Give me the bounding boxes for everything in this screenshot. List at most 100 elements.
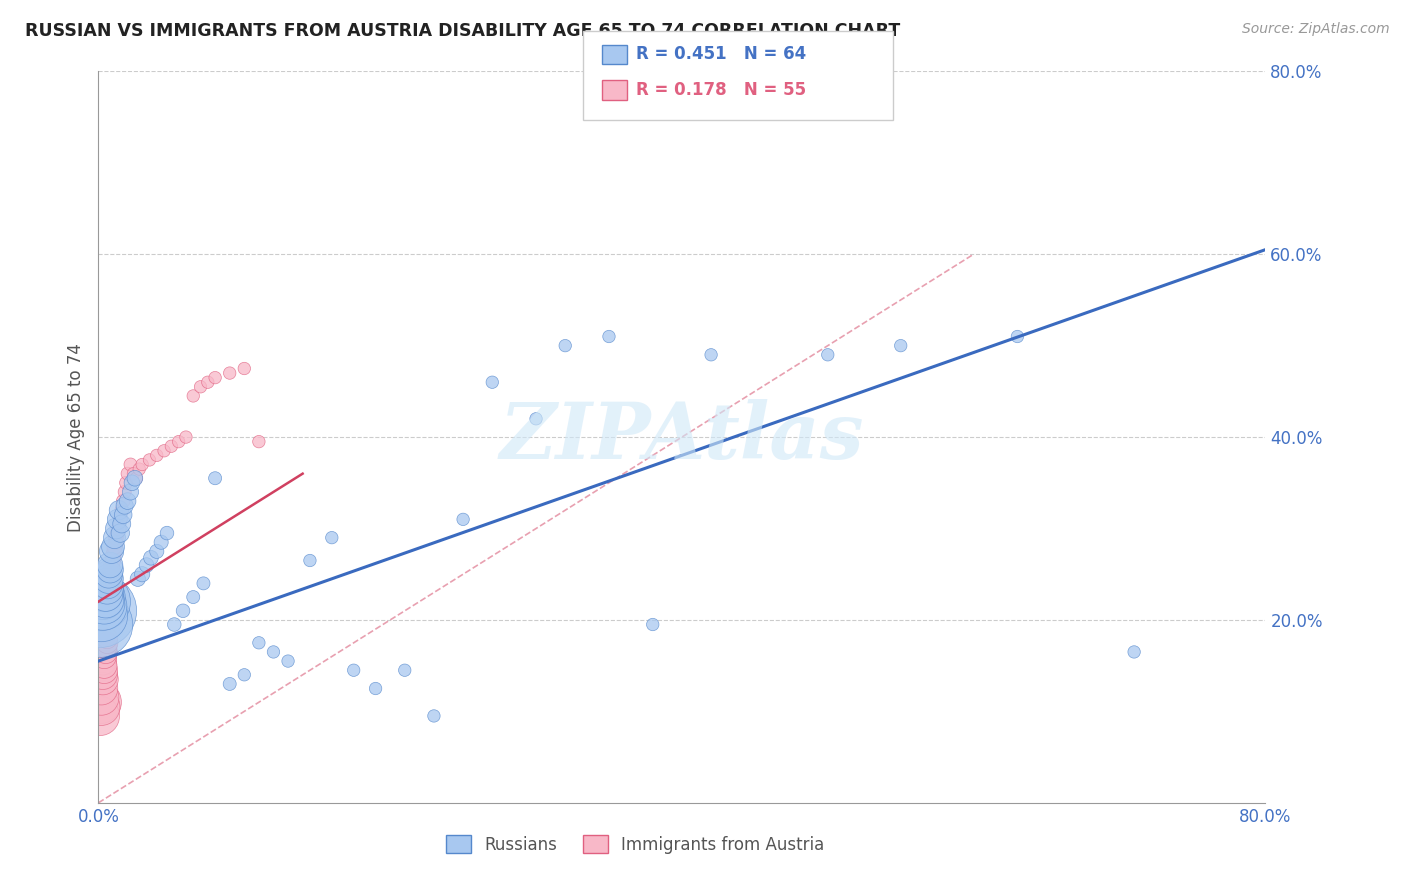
Point	[181, 389, 204, 403]
Legend: Russians, Immigrants from Austria: Russians, Immigrants from Austria	[440, 829, 831, 860]
Point	[277, 654, 299, 668]
Point	[91, 599, 114, 614]
Point	[423, 709, 446, 723]
Point	[93, 663, 115, 677]
Point	[120, 485, 142, 500]
Point	[1007, 329, 1029, 343]
Point	[91, 590, 114, 604]
Point	[89, 709, 111, 723]
Point	[91, 673, 114, 687]
Point	[101, 549, 124, 563]
Point	[111, 503, 134, 517]
Point	[343, 663, 366, 677]
Point	[598, 329, 620, 343]
Point	[97, 572, 120, 586]
Point	[127, 572, 149, 586]
Point	[90, 690, 112, 705]
Point	[103, 540, 125, 554]
Point	[98, 558, 121, 573]
Point	[247, 434, 270, 449]
Point	[90, 699, 112, 714]
Point	[93, 597, 115, 611]
Point	[218, 677, 240, 691]
Point	[124, 471, 146, 485]
Point	[364, 681, 387, 696]
Point	[89, 604, 111, 618]
Point	[190, 380, 212, 394]
Point	[97, 585, 120, 599]
Point	[108, 503, 131, 517]
Point	[89, 695, 111, 709]
Point	[117, 467, 139, 481]
Point	[298, 553, 321, 567]
Point	[554, 338, 576, 352]
Point	[94, 592, 117, 607]
Point	[233, 361, 256, 376]
Point	[103, 544, 125, 558]
Point	[125, 471, 148, 485]
Point	[94, 587, 117, 601]
Point	[93, 658, 115, 673]
Point	[101, 553, 124, 567]
Point	[114, 485, 136, 500]
Point	[156, 526, 179, 541]
Point	[98, 572, 121, 586]
Point	[247, 636, 270, 650]
Point	[110, 526, 132, 541]
Point	[153, 443, 176, 458]
Point	[104, 535, 127, 549]
Point	[91, 654, 114, 668]
Point	[128, 462, 150, 476]
Point	[120, 458, 142, 472]
Point	[204, 471, 226, 485]
Point	[108, 521, 131, 535]
Text: R = 0.451   N = 64: R = 0.451 N = 64	[636, 45, 806, 63]
Point	[138, 453, 160, 467]
Point	[103, 531, 125, 545]
Point	[90, 681, 112, 696]
Point	[112, 494, 135, 508]
Point	[100, 544, 122, 558]
Point	[167, 434, 190, 449]
Point	[96, 632, 118, 646]
Point	[90, 608, 112, 623]
Point	[112, 508, 135, 522]
Point	[139, 550, 162, 565]
Point	[181, 590, 204, 604]
Point	[98, 567, 121, 582]
Point	[100, 563, 122, 577]
Point	[233, 667, 256, 681]
Point	[93, 649, 115, 664]
Point	[394, 663, 416, 677]
Point	[104, 521, 127, 535]
Point	[193, 576, 215, 591]
Point	[150, 535, 173, 549]
Point	[451, 512, 474, 526]
Point	[817, 348, 839, 362]
Point	[100, 558, 122, 573]
Point	[890, 338, 912, 352]
Point	[641, 617, 664, 632]
Point	[105, 512, 128, 526]
Point	[94, 645, 117, 659]
Text: Source: ZipAtlas.com: Source: ZipAtlas.com	[1241, 22, 1389, 37]
Point	[98, 563, 121, 577]
Point	[122, 467, 145, 481]
Y-axis label: Disability Age 65 to 74: Disability Age 65 to 74	[66, 343, 84, 532]
Point	[98, 576, 121, 591]
Point	[197, 375, 219, 389]
Point	[96, 636, 118, 650]
Point	[321, 531, 343, 545]
Point	[97, 567, 120, 582]
Point	[89, 617, 111, 632]
Point	[105, 526, 128, 541]
Point	[172, 604, 194, 618]
Point	[1123, 645, 1146, 659]
Point	[204, 370, 226, 384]
Point	[146, 544, 169, 558]
Point	[115, 475, 138, 490]
Point	[93, 585, 115, 599]
Point	[101, 540, 124, 554]
Point	[218, 366, 240, 380]
Point	[104, 531, 127, 545]
